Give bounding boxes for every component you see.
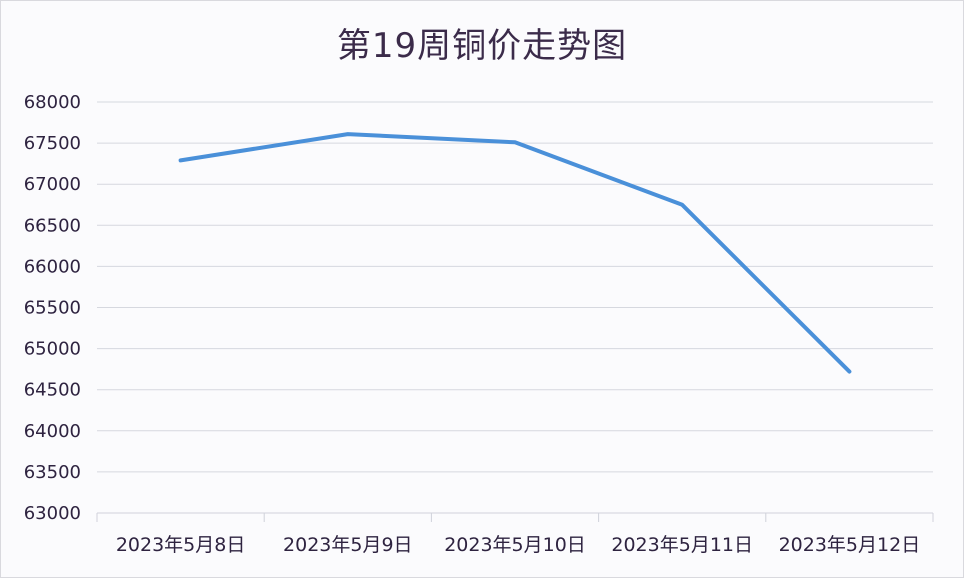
x-tick-label: 2023年5月9日: [283, 534, 413, 556]
x-tick-label: 2023年5月11日: [611, 534, 753, 556]
y-tick-label: 64000: [24, 421, 81, 442]
y-tick-label: 63500: [24, 462, 81, 483]
y-tick-label: 68000: [24, 92, 81, 113]
y-tick-label: 65000: [24, 339, 81, 360]
y-tick-label: 67500: [24, 133, 81, 154]
y-tick-label: 65500: [24, 298, 81, 319]
y-tick-label: 66500: [24, 215, 81, 236]
x-axis: 2023年5月8日 2023年5月9日 2023年5月10日 2023年5月11日 20…: [96, 512, 934, 556]
price-line: [178, 132, 852, 374]
x-tick-label: 2023年5月12日: [779, 534, 921, 556]
y-axis-labels: 68000 67500 67000 66500 66000 65500 65000 64500…: [24, 92, 81, 524]
gridlines: [97, 101, 933, 473]
chart-title: 第19周铜价走势图: [336, 26, 628, 66]
y-tick-label: 66000: [24, 256, 81, 277]
y-tick-label: 67000: [24, 174, 81, 195]
x-tick-label: 2023年5月8日: [116, 534, 246, 556]
y-tick-label: 64500: [24, 380, 81, 401]
x-tick-label: 2023年5月10日: [444, 534, 586, 556]
y-tick-label: 63000: [24, 503, 81, 524]
